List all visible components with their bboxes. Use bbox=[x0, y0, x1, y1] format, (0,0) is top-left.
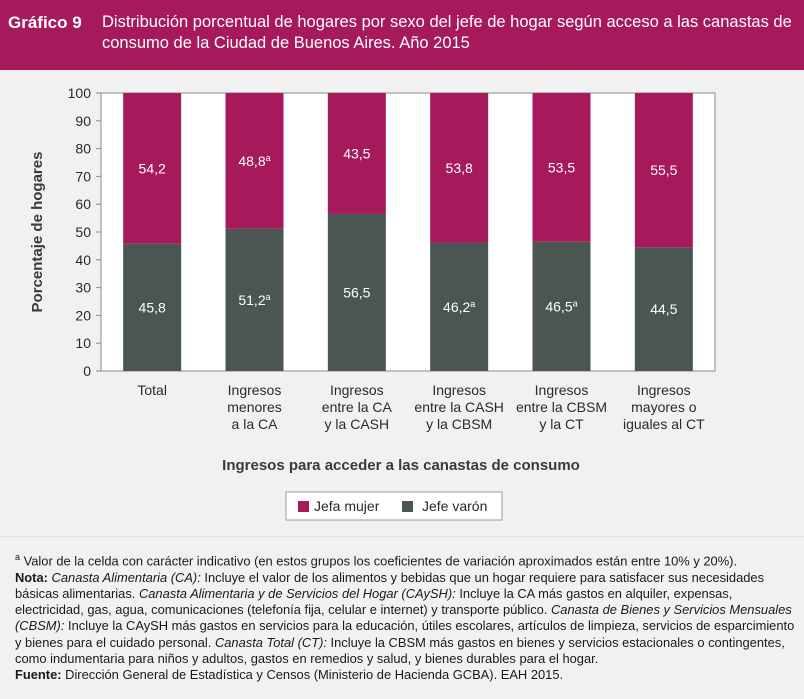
bar-jefe-varon bbox=[123, 243, 182, 371]
y-tick-label: 0 bbox=[83, 363, 91, 379]
data-label-jefe-varon: 45,8 bbox=[139, 299, 166, 315]
y-tick-label: 70 bbox=[75, 168, 91, 184]
x-tick-label: Ingresos entre la CASH y la CBSM bbox=[414, 382, 503, 432]
y-axis: 0 10 20 30 40 50 60 70 80 90 100 bbox=[68, 85, 101, 379]
bar-jefe-varon bbox=[532, 241, 591, 371]
nota-paragraph: Nota: Canasta Alimentaria (CA): Incluye … bbox=[15, 569, 795, 667]
nota-label: Nota: bbox=[15, 569, 48, 585]
header-banner: Gráfico 9 Distribución porcentual de hog… bbox=[0, 0, 804, 70]
bars-group: 45,8 54,2 51,2a 48,8a 56,5 43,5 46,2a 53,8 46,5a… bbox=[123, 93, 693, 371]
data-label-jefe-varon: 44,5 bbox=[650, 301, 677, 317]
stacked-bar-chart: 0 10 20 30 40 50 60 70 80 90 100 45,8 54,2 51,2a 48,8… bbox=[29, 85, 716, 521]
bar-jefe-varon bbox=[327, 213, 386, 371]
y-tick-label: 20 bbox=[75, 307, 91, 323]
chart-panel: 0 10 20 30 40 50 60 70 80 90 100 45,8 54,2 51,2a 48,8… bbox=[0, 70, 804, 536]
bar-jefe-varon bbox=[634, 247, 693, 371]
data-label-jefa-mujer: 54,2 bbox=[139, 160, 166, 176]
y-tick-label: 100 bbox=[68, 85, 92, 101]
y-tick-label: 80 bbox=[75, 141, 91, 157]
legend-label-jefa-mujer: Jefa mujer bbox=[314, 498, 380, 514]
x-tick-label: Ingresos entre la CBSM y la CT bbox=[516, 382, 607, 432]
data-label-jefa-mujer: 55,5 bbox=[650, 162, 677, 178]
data-label-jefa-mujer: 53,5 bbox=[548, 159, 575, 175]
figure-number: Gráfico 9 bbox=[8, 13, 82, 32]
x-axis-label: Ingresos para acceder a las canastas de … bbox=[222, 457, 580, 474]
y-tick-label: 40 bbox=[75, 252, 91, 268]
data-label-jefa-mujer: 43,5 bbox=[343, 145, 370, 161]
bar-jefe-varon bbox=[225, 228, 284, 371]
plot-frame bbox=[100, 92, 716, 372]
bar-jefa-mujer bbox=[123, 93, 182, 244]
fuente-paragraph: Fuente: Dirección General de Estadística… bbox=[15, 667, 564, 683]
data-label-jefa-mujer: 48,8a bbox=[238, 153, 270, 169]
x-tick-label: Ingresos entre la CA y la CASH bbox=[322, 382, 393, 432]
bar-jefa-mujer bbox=[430, 93, 489, 243]
y-axis-label: Porcentaje de hogares bbox=[29, 152, 46, 313]
y-tick-label: 90 bbox=[75, 113, 91, 129]
chart-title: Distribución porcentual de hogares por s… bbox=[102, 13, 792, 52]
footnote-a: a Valor de la celda con carácter indicat… bbox=[15, 552, 738, 569]
legend-swatch-jefa-mujer bbox=[298, 501, 309, 512]
y-tick-label: 30 bbox=[75, 280, 91, 296]
x-tick-label: Ingresos mayores o iguales al CT bbox=[623, 382, 705, 432]
bar-jefa-mujer bbox=[225, 93, 284, 229]
bar-jefa-mujer bbox=[327, 93, 386, 214]
data-label-jefa-mujer: 53,8 bbox=[446, 160, 473, 176]
bar-jefe-varon bbox=[430, 242, 489, 371]
notes-panel: a Valor de la celda con carácter indicat… bbox=[0, 536, 804, 699]
y-tick-label: 10 bbox=[75, 335, 91, 351]
y-tick-label: 60 bbox=[75, 196, 91, 212]
data-label-jefe-varon: 51,2a bbox=[238, 292, 270, 308]
footnote-mark: a bbox=[15, 552, 21, 562]
y-tick-label: 50 bbox=[75, 224, 91, 240]
legend-box bbox=[285, 491, 503, 521]
legend-swatch-jefe-varon bbox=[402, 501, 413, 512]
data-label-jefe-varon: 56,5 bbox=[343, 284, 370, 300]
fuente-label: Fuente: bbox=[15, 667, 62, 683]
legend-label-jefe-varon: Jefe varón bbox=[422, 498, 487, 514]
bar-jefa-mujer bbox=[532, 93, 591, 242]
notes-text: a Valor de la celda con carácter indicat… bbox=[15, 549, 797, 684]
x-tick-label: Ingresos menores a la CA bbox=[227, 382, 281, 432]
x-axis: Total Ingresos menores a la CA Ingresos entre… bbox=[137, 382, 705, 432]
data-label-jefe-varon: 46,5a bbox=[545, 298, 577, 314]
bar-jefa-mujer bbox=[634, 93, 693, 248]
data-label-jefe-varon: 46,2a bbox=[443, 299, 475, 315]
legend: Jefa mujer Jefe varón bbox=[285, 491, 503, 521]
x-tick-label: Total bbox=[137, 382, 167, 398]
